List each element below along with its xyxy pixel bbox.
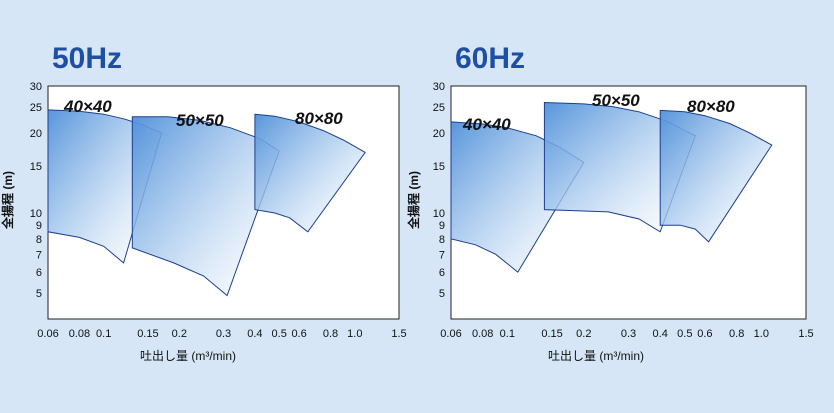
y-tick-label: 8 <box>439 234 445 246</box>
y-tick-label: 7 <box>439 249 445 261</box>
x-tick-label: 0.6 <box>291 328 306 340</box>
x-tick-label: 1.0 <box>754 328 769 340</box>
region-area <box>659 109 773 243</box>
series-region-3: 80×80 <box>254 109 366 233</box>
series-region-2: 50×50 <box>543 91 696 233</box>
x-tick-label: 0.4 <box>653 328 668 340</box>
series-label: 50×50 <box>176 111 224 130</box>
series-regions: 40×40 50×50 80×80 <box>450 91 773 273</box>
y-tick-label: 8 <box>36 234 42 246</box>
region-area <box>254 113 366 233</box>
y-axis-label: 全揚程 (m) <box>0 171 15 230</box>
y-tick-label: 5 <box>439 288 445 300</box>
x-tick-label: 0.08 <box>472 328 493 340</box>
series-label: 80×80 <box>295 109 343 128</box>
x-tick-label: 0.1 <box>96 328 111 340</box>
y-tick-label: 5 <box>36 288 42 300</box>
x-tick-label: 1.0 <box>347 328 362 340</box>
x-tick-label: 0.06 <box>440 328 461 340</box>
x-tick-label: 0.5 <box>272 328 287 340</box>
series-region-3: 80×80 <box>659 97 773 243</box>
y-tick-labels: 5 6 7 8 910 15 20 25 30 <box>30 81 42 300</box>
x-tick-label: 0.1 <box>500 328 515 340</box>
y-tick-label: 25 <box>30 102 42 114</box>
y-axis-label-text: 全揚程 (m) <box>406 171 421 230</box>
y-axis-label-text: 全揚程 (m) <box>0 171 15 230</box>
y-tick-label: 6 <box>439 267 445 279</box>
x-axis-label: 吐出し量 (m³/min) <box>548 349 644 363</box>
y-tick-label: 15 <box>433 161 445 173</box>
y-tick-label: 10 <box>30 208 42 220</box>
x-axis-label: 吐出し量 (m³/min) <box>140 349 236 363</box>
x-tick-label: 0.5 <box>677 328 692 340</box>
series-label: 40×40 <box>462 115 511 134</box>
y-tick-label: 9 <box>439 220 445 232</box>
series-region-2: 50×50 <box>131 111 280 297</box>
x-tick-label: 0.3 <box>621 328 636 340</box>
y-tick-label: 30 <box>30 81 42 93</box>
y-tick-label: 20 <box>30 128 42 140</box>
y-tick-label: 9 <box>36 220 42 232</box>
x-tick-label: 0.8 <box>323 328 338 340</box>
x-tick-labels: 0.06 0.08 0.1 0.15 0.2 0.3 0.4 0.5 0.6 0.8 1.0 1.5 <box>440 328 813 340</box>
series-label: 50×50 <box>592 91 640 110</box>
y-tick-label: 10 <box>433 208 445 220</box>
x-tick-label: 0.06 <box>37 328 58 340</box>
series-label: 80×80 <box>687 97 735 116</box>
series-regions: 40×40 50×50 80×80 <box>47 97 366 297</box>
y-axis-label: 全揚程 (m) <box>406 171 421 230</box>
x-tick-label: 0.6 <box>697 328 712 340</box>
y-tick-label: 15 <box>30 161 42 173</box>
x-tick-label: 0.8 <box>729 328 744 340</box>
chart-title: 60Hz <box>455 42 525 75</box>
x-tick-label: 0.08 <box>69 328 90 340</box>
y-tick-label: 25 <box>433 102 445 114</box>
chart-title: 50Hz <box>52 42 122 75</box>
x-tick-label: 0.2 <box>172 328 187 340</box>
y-tick-label: 20 <box>433 128 445 140</box>
y-tick-label: 7 <box>36 249 42 261</box>
y-tick-label: 30 <box>433 81 445 93</box>
x-tick-label: 0.15 <box>541 328 562 340</box>
x-tick-label: 1.5 <box>391 328 406 340</box>
x-tick-label: 0.3 <box>216 328 231 340</box>
x-tick-label: 0.15 <box>137 328 158 340</box>
x-tick-label: 0.2 <box>576 328 591 340</box>
y-tick-label: 6 <box>36 267 42 279</box>
x-tick-label: 0.4 <box>247 328 262 340</box>
x-tick-label: 1.5 <box>798 328 813 340</box>
y-tick-labels: 5 6 7 8 910 15 20 25 30 <box>433 81 445 300</box>
x-tick-labels: 0.06 0.08 0.1 0.15 0.2 0.3 0.4 0.5 0.6 0.8 1.0 1.5 <box>37 328 406 340</box>
series-label: 40×40 <box>63 97 112 116</box>
